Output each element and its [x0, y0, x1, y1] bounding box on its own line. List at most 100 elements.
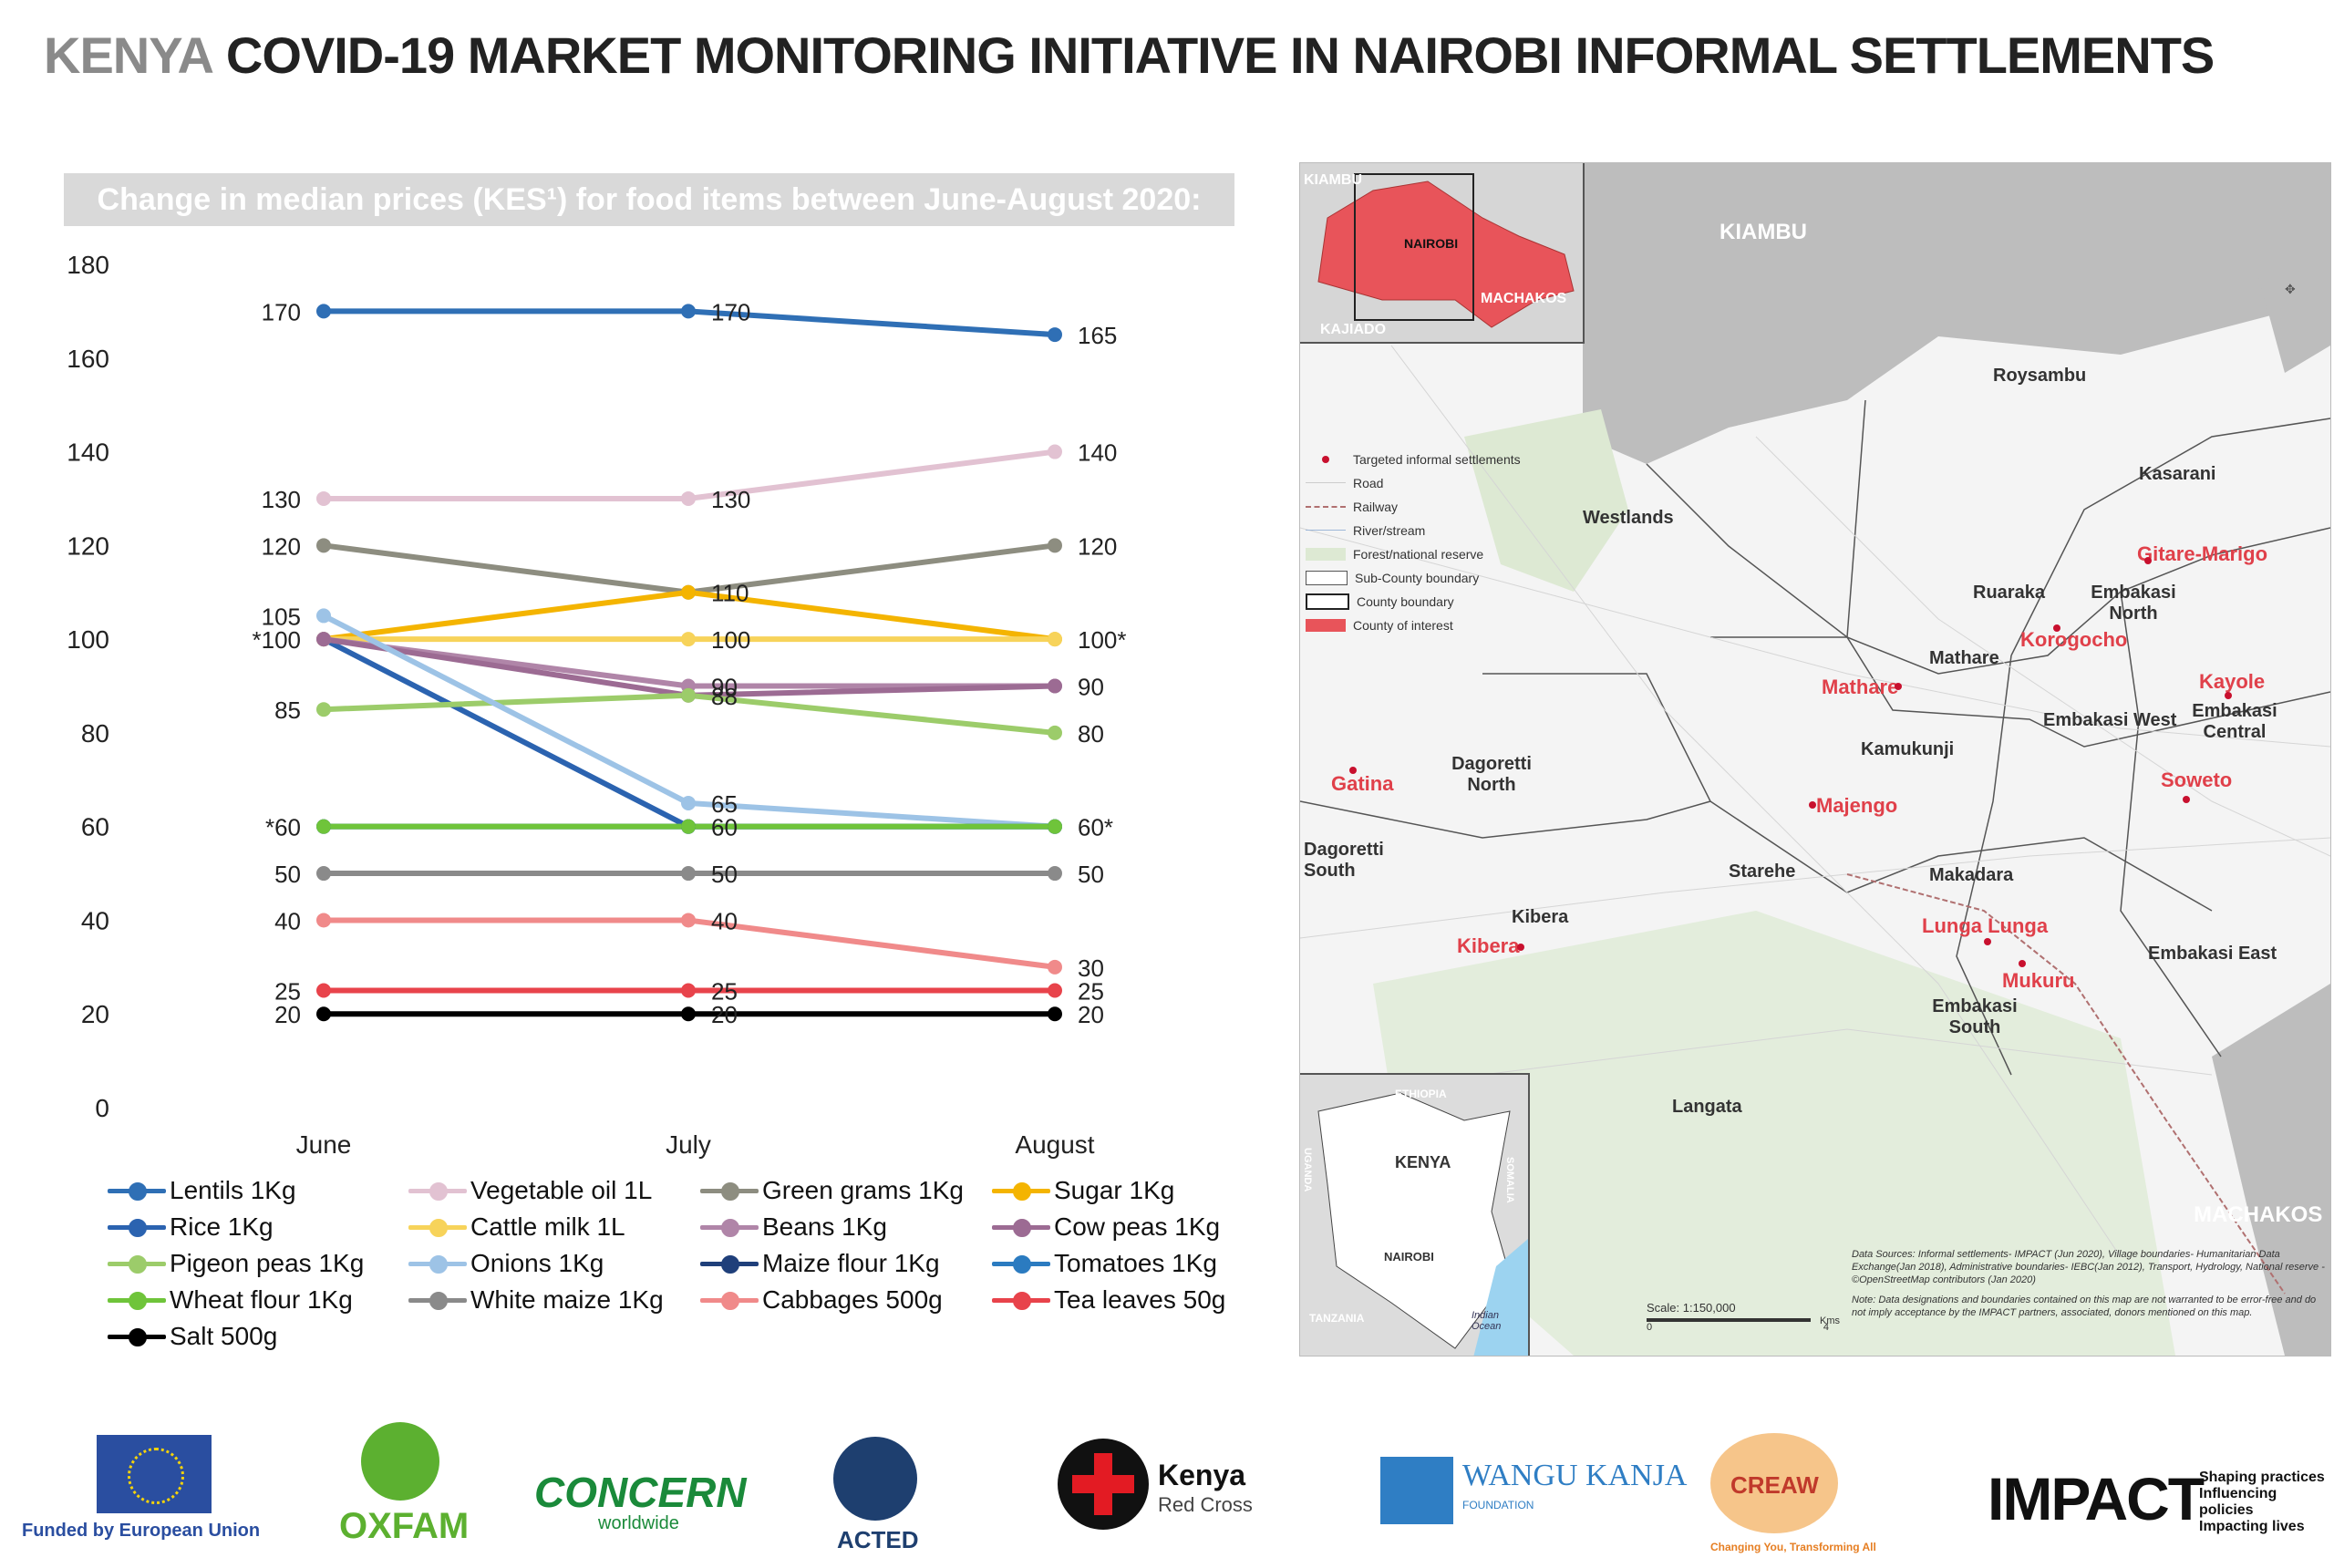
data-point [681, 584, 696, 600]
legend-swatch [700, 1250, 759, 1277]
data-point [316, 1006, 331, 1022]
legend-item: Wheat flour 1Kg [108, 1285, 353, 1315]
data-label: 170 [711, 298, 750, 325]
y-tick-label: 160 [67, 345, 109, 373]
legend-swatch [700, 1286, 759, 1314]
data-label: 60 [711, 814, 738, 841]
chart-title: Change in median prices (KES¹) for food … [64, 173, 1234, 226]
y-tick-label: 180 [67, 251, 109, 279]
kenya-redcross-icon [1058, 1439, 1149, 1530]
legend-swatch [700, 1213, 759, 1241]
compass-icon: ✥ [2285, 282, 2296, 296]
y-tick-label: 0 [95, 1094, 109, 1122]
map-label-dagoretti-south: Dagoretti South [1304, 840, 1384, 881]
machakos-region [2212, 984, 2330, 1356]
data-label: 50 [711, 861, 738, 888]
map-label-embakasi-west: Embakasi West [2043, 710, 2177, 730]
legend-label: Onions 1Kg [470, 1249, 604, 1277]
legend-swatch [408, 1177, 467, 1204]
legend-label: Maize flour 1Kg [762, 1249, 940, 1277]
data-point [681, 983, 696, 998]
national-park [1373, 911, 2175, 1356]
data-point [681, 687, 696, 703]
data-label: 90 [1078, 674, 1104, 701]
y-tick-label: 80 [81, 719, 109, 748]
data-point [681, 304, 696, 319]
legend-item: Tomatoes 1Kg [992, 1249, 1217, 1278]
legend-road: Road [1353, 476, 1384, 490]
kiambu-region [1583, 163, 2330, 464]
legend-item: Pigeon peas 1Kg [108, 1249, 364, 1278]
map-label-westlands: Westlands [1583, 508, 1674, 528]
x-tick-label: June [296, 1130, 352, 1159]
data-point [316, 866, 331, 882]
data-point [316, 983, 331, 998]
creaw-tagline: Changing You, Transforming All [1710, 1541, 1876, 1553]
legend-forest: Forest/national reserve [1353, 547, 1484, 562]
data-point [316, 913, 331, 928]
inset-county-map: KIAMBU NAIROBI MACHAKOS KAJIADO [1300, 163, 1585, 344]
settlement-majengo: Majengo [1816, 794, 1898, 817]
data-label: 88 [711, 683, 738, 710]
settlement-korogocho: Korogocho [2020, 628, 2128, 651]
legend-item: Onions 1Kg [408, 1249, 604, 1278]
oxfam-icon [361, 1422, 439, 1501]
data-label: 120 [1078, 532, 1117, 560]
legend-label: Sugar 1Kg [1054, 1176, 1175, 1204]
legend-label: White maize 1Kg [470, 1285, 664, 1314]
map-label-embakasi-north: Embakasi North [2091, 583, 2176, 624]
data-label: 25 [1078, 978, 1104, 1006]
map-sources: Data Sources: Informal settlements- IMPA… [1852, 1249, 2325, 1318]
data-label: 105 [262, 603, 301, 630]
legend-label: Cow peas 1Kg [1054, 1212, 1221, 1241]
acted-icon [833, 1437, 917, 1521]
map-label-embakasi-east: Embakasi East [2148, 944, 2277, 964]
data-point [1048, 678, 1062, 694]
map-label-ruaraka: Ruaraka [1973, 583, 2045, 603]
legend-item: Cabbages 500g [700, 1285, 943, 1315]
legend-swatch [700, 1177, 759, 1204]
settlement-kayole: Kayole [2199, 670, 2266, 693]
data-point [1048, 866, 1062, 882]
inset-uganda: UGANDA [1302, 1148, 1313, 1192]
data-label: 20 [274, 1001, 301, 1028]
settlement-lunga-lunga: Lunga Lunga [1922, 914, 2049, 937]
data-label: *100 [253, 626, 302, 654]
data-point [681, 632, 696, 647]
inset-nairobi-small: NAIROBI [1384, 1250, 1434, 1264]
settlement-mathare: Mathare [1822, 676, 1899, 698]
map-legend: Targeted informal settlements Road Railw… [1306, 448, 1543, 637]
y-tick-label: 20 [81, 1000, 109, 1028]
wangu-kanja-sub: FOUNDATION [1462, 1499, 1534, 1511]
legend-swatch [408, 1250, 467, 1277]
legend-swatch [408, 1213, 467, 1241]
page-title: KENYA COVID-19 MARKET MONITORING INITIATI… [44, 26, 2215, 85]
data-label: 50 [1078, 861, 1104, 888]
data-label: 50 [274, 861, 301, 888]
data-point [316, 632, 331, 647]
inset-kenya: KENYA [1395, 1153, 1451, 1171]
data-point [1048, 1006, 1062, 1022]
legend-swatch [992, 1177, 1050, 1204]
data-point [1048, 538, 1062, 553]
data-point [1048, 632, 1062, 647]
legend-subcounty: Sub-County boundary [1355, 571, 1480, 585]
inset-kiambu: KIAMBU [1304, 172, 1362, 188]
data-label: 85 [274, 696, 301, 724]
map-label-dagoretti-north: Dagoretti North [1451, 754, 1532, 795]
data-label: 90 [711, 674, 738, 701]
wangu-kanja-icon [1380, 1457, 1453, 1524]
legend-item: Maize flour 1Kg [700, 1249, 940, 1278]
settlement-kibera: Kibera [1457, 934, 1520, 957]
legend-label: Vegetable oil 1L [470, 1176, 653, 1204]
legend-label: Salt 500g [170, 1322, 278, 1350]
data-label: 120 [262, 532, 301, 560]
data-point [316, 490, 331, 506]
map-label-mathare: Mathare [1929, 648, 1999, 668]
data-point [316, 304, 331, 319]
eu-flag-icon [97, 1435, 212, 1513]
legend-swatch [108, 1177, 166, 1204]
impact-tagline: Shaping practices Influencing policies I… [2199, 1470, 2325, 1534]
legend-label: Green grams 1Kg [762, 1176, 964, 1204]
data-point [1048, 327, 1062, 343]
